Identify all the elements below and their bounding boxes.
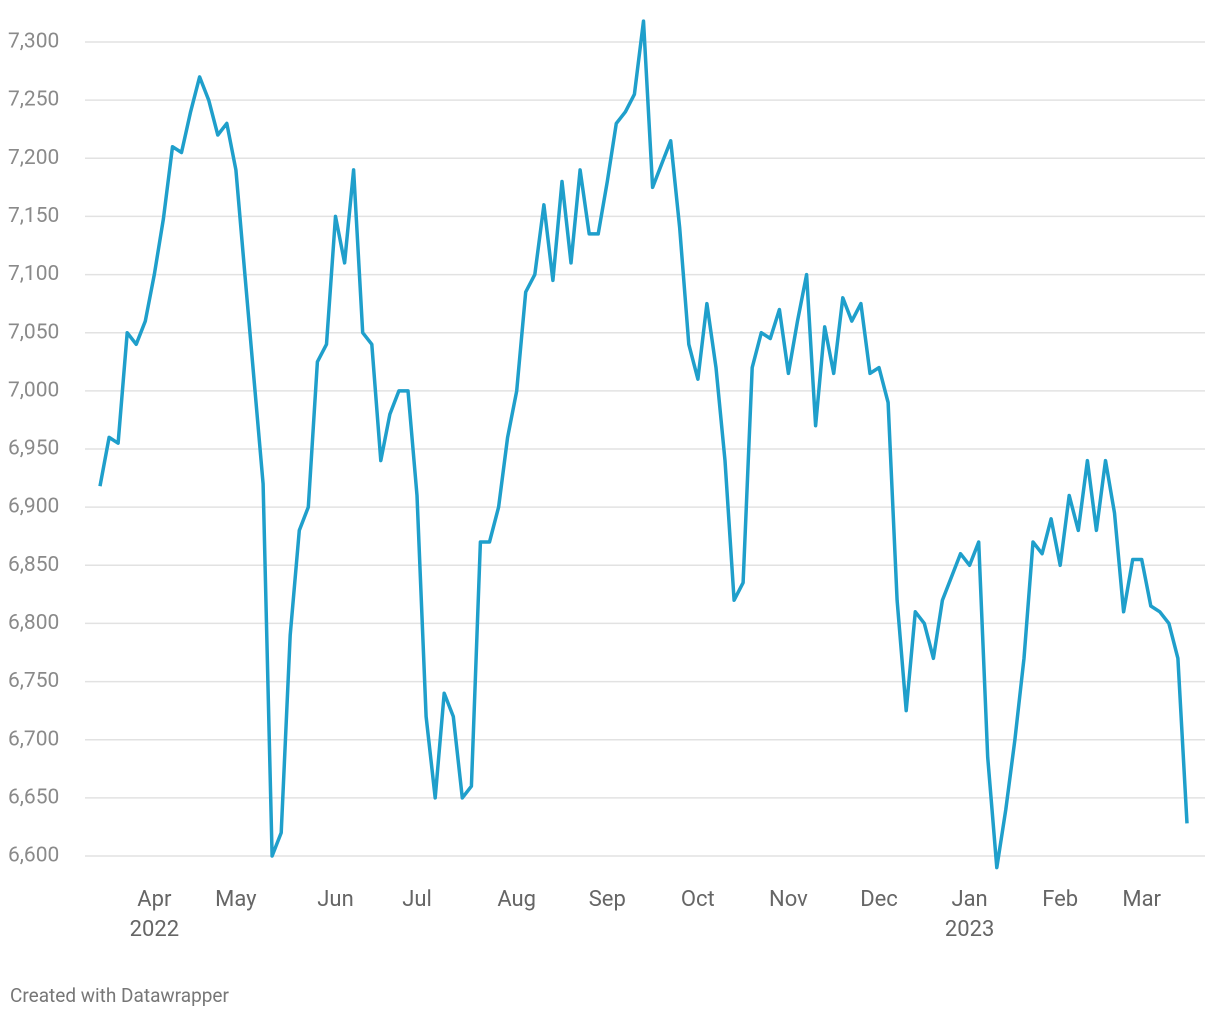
y-tick-label: 6,650 bbox=[8, 785, 59, 809]
x-tick-label: Oct bbox=[681, 887, 715, 912]
y-tick-label: 7,200 bbox=[8, 146, 59, 170]
x-tick-sublabel: 2022 bbox=[130, 917, 179, 942]
x-tick-label: Mar bbox=[1122, 887, 1161, 912]
y-tick-label: 6,950 bbox=[8, 437, 59, 461]
y-tick-label: 7,000 bbox=[8, 378, 59, 402]
x-tick-label: Jul bbox=[402, 887, 432, 912]
x-tick-label: Dec bbox=[860, 887, 898, 912]
y-tick-label: 6,800 bbox=[8, 611, 59, 635]
y-tick-label: 6,600 bbox=[8, 844, 59, 868]
x-tick-label: Feb bbox=[1042, 887, 1078, 912]
y-tick-label: 7,300 bbox=[8, 30, 59, 54]
y-tick-label: 6,700 bbox=[8, 727, 59, 751]
y-tick-label: 6,850 bbox=[8, 553, 59, 577]
x-tick-label: Jan bbox=[951, 887, 987, 912]
y-tick-label: 6,750 bbox=[8, 669, 59, 693]
x-tick-label: May bbox=[215, 887, 257, 912]
x-tick-sublabel: 2023 bbox=[945, 917, 994, 942]
footer: Created with Datawrapper bbox=[10, 984, 229, 1007]
y-tick-label: 7,050 bbox=[8, 320, 59, 344]
x-tick-label: Aug bbox=[497, 887, 536, 912]
y-tick-label: 7,250 bbox=[8, 88, 59, 112]
y-tick-label: 7,150 bbox=[8, 204, 59, 228]
line bbox=[98, 19, 1189, 870]
y-tick-label: 6,900 bbox=[8, 495, 59, 519]
x-tick-label: Sep bbox=[589, 887, 626, 912]
y-tick-label: 7,100 bbox=[8, 262, 59, 286]
x-tick-label: Apr bbox=[137, 887, 172, 912]
x-tick-label: Jun bbox=[317, 887, 353, 912]
x-tick-label: Nov bbox=[769, 887, 808, 912]
